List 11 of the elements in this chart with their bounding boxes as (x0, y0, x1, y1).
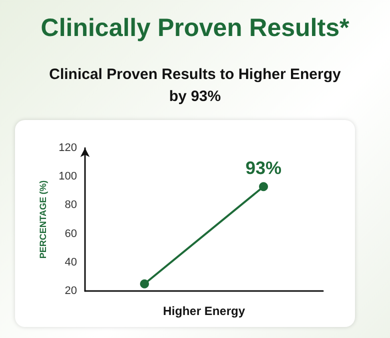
y-tick-label: 80 (64, 199, 77, 212)
data-label: 93% (245, 158, 282, 178)
y-tick-label: 60 (64, 228, 77, 240)
y-tick-label: 40 (64, 256, 77, 268)
x-axis-title: Higher Energy (162, 304, 246, 318)
y-tick-label: 120 (58, 142, 77, 154)
y-tick-label: 20 (64, 285, 77, 297)
y-tick-label: 100 (58, 170, 77, 183)
y-axis-title: PERCENTAGE (%) (38, 180, 48, 259)
chart-subtitle: Clinical Proven Results to Higher Energy by 93% (48, 65, 342, 107)
chart-title: Clinically Proven Results* (40, 14, 350, 43)
